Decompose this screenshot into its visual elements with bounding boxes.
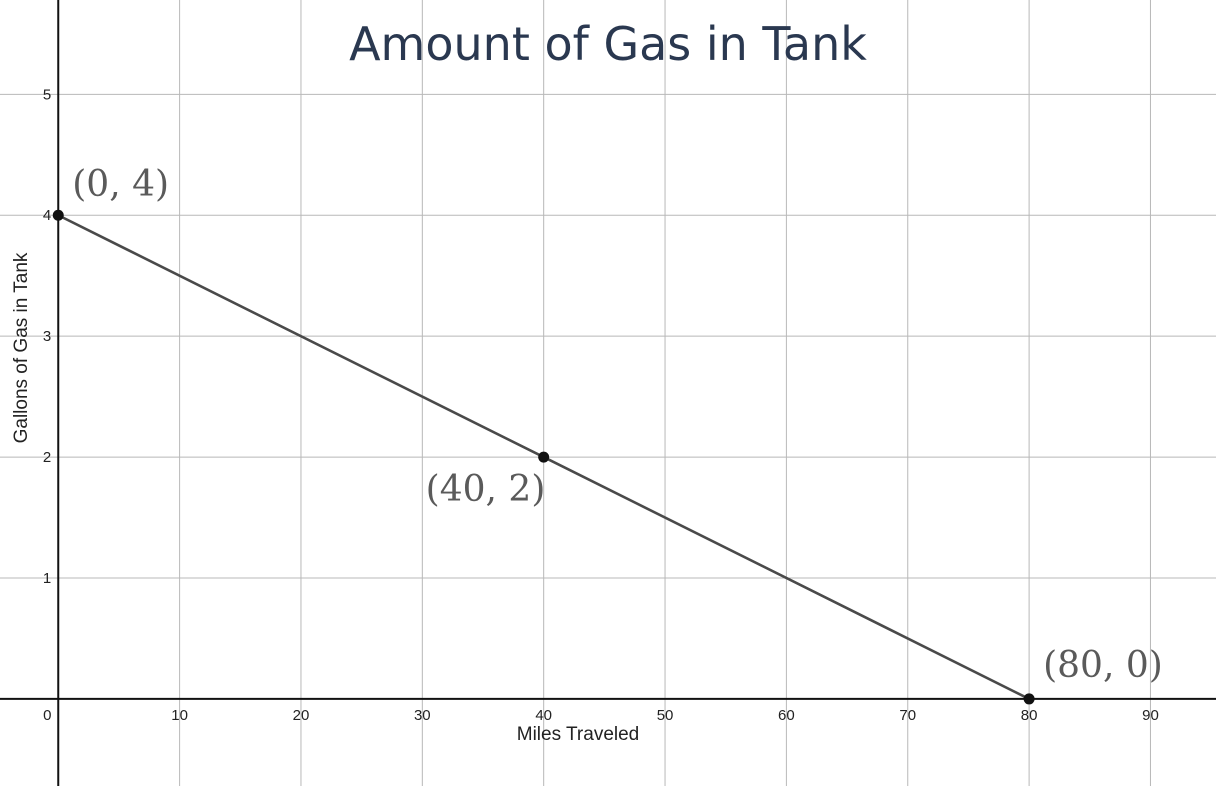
x-axis-label: Miles Traveled xyxy=(517,724,640,745)
x-tick-label: 40 xyxy=(535,707,552,724)
data-points xyxy=(52,209,1035,705)
data-point xyxy=(52,209,64,221)
x-tick-label: 80 xyxy=(1021,707,1038,724)
y-tick-label: 3 xyxy=(43,328,51,345)
y-tick-label: 5 xyxy=(43,86,51,103)
point-label: (80, 0) xyxy=(1043,645,1163,686)
x-tick-label: 50 xyxy=(657,707,674,724)
x-tick-label: 20 xyxy=(293,707,310,724)
x-tick-label: 90 xyxy=(1142,707,1159,724)
chart-title: Amount of Gas in Tank xyxy=(349,17,867,71)
point-label: (40, 2) xyxy=(426,469,546,510)
point-label: (0, 4) xyxy=(72,164,169,205)
y-tick-label: 2 xyxy=(43,449,51,466)
x-tick-label: 0 xyxy=(43,707,51,724)
y-tick-label: 4 xyxy=(43,207,51,224)
x-tick-label: 60 xyxy=(778,707,795,724)
x-tick-label: 10 xyxy=(171,707,188,724)
x-tick-label: 70 xyxy=(899,707,916,724)
tick-labels: 0 10 20 30 40 50 60 70 80 90 1 2 3 4 5 xyxy=(43,86,1159,724)
x-tick-label: 30 xyxy=(414,707,431,724)
y-tick-label: 1 xyxy=(43,570,51,587)
data-point xyxy=(538,451,550,463)
data-point xyxy=(1023,693,1035,705)
y-axis-label: Gallons of Gas in Tank xyxy=(11,252,32,443)
point-labels: (0, 4) (40, 2) (80, 0) xyxy=(72,164,1163,686)
